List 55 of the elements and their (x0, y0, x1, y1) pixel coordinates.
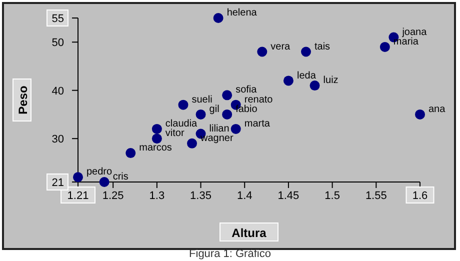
series-label: vitor (165, 128, 185, 140)
series-label: marcos (139, 142, 172, 154)
series-label: gil (209, 104, 220, 116)
point (222, 109, 232, 120)
x-tick-label: 1.21 (67, 190, 89, 202)
series-label: fabio (236, 104, 258, 116)
series-label: luiz (323, 75, 338, 86)
x-tick-label: 1.55 (365, 190, 387, 202)
x-tick-label: 1.45 (278, 190, 300, 202)
point (152, 134, 162, 144)
y-tick-label: 50 (52, 37, 64, 50)
x-tick-label: 1.6 (412, 190, 428, 202)
y-tick-label: 40 (52, 85, 64, 98)
point (257, 46, 268, 57)
series-label: pedro (86, 166, 113, 178)
series-label: lilian (209, 123, 230, 134)
point (152, 124, 162, 134)
text: Figura 1: Gráfico (188, 248, 272, 260)
x-tick-label: 1.3 (149, 190, 165, 202)
series-label: leda (296, 70, 316, 82)
x-tick-label: 1.5 (324, 190, 340, 202)
point (301, 46, 311, 57)
series-label: cris (112, 172, 128, 183)
point (380, 42, 390, 52)
point (196, 109, 206, 120)
series-label: wagner (200, 132, 234, 144)
y-tick-label: 55 (52, 13, 64, 25)
series-label: maria (393, 36, 419, 48)
point (126, 148, 136, 158)
x-tick-label: 1.4 (236, 190, 252, 202)
series-label: ana (428, 104, 446, 116)
y-tick-label: 30 (52, 134, 64, 146)
x-tick-label: 1.35 (190, 190, 212, 202)
point (213, 13, 224, 23)
series-label: sofia (236, 84, 258, 96)
series-label: renato (244, 94, 274, 106)
point (230, 124, 241, 134)
y-tick-label: 21 (52, 177, 64, 189)
point (187, 138, 197, 148)
x-axis-title: Altura (232, 226, 267, 240)
y-axis-title: Peso (16, 86, 30, 114)
series-label: helena (226, 8, 258, 19)
point (415, 109, 425, 120)
series-label: sueli (192, 94, 212, 106)
point (222, 90, 232, 100)
series-label: tais (314, 41, 330, 52)
point (99, 177, 110, 187)
point (178, 100, 188, 110)
series-label: vera (270, 41, 291, 52)
series-label: joana (401, 26, 428, 38)
point (283, 76, 294, 86)
x-tick-label: 1.25 (102, 190, 124, 202)
point (310, 80, 320, 91)
series-label: claudia (165, 118, 198, 130)
series-label: marta (244, 118, 270, 130)
